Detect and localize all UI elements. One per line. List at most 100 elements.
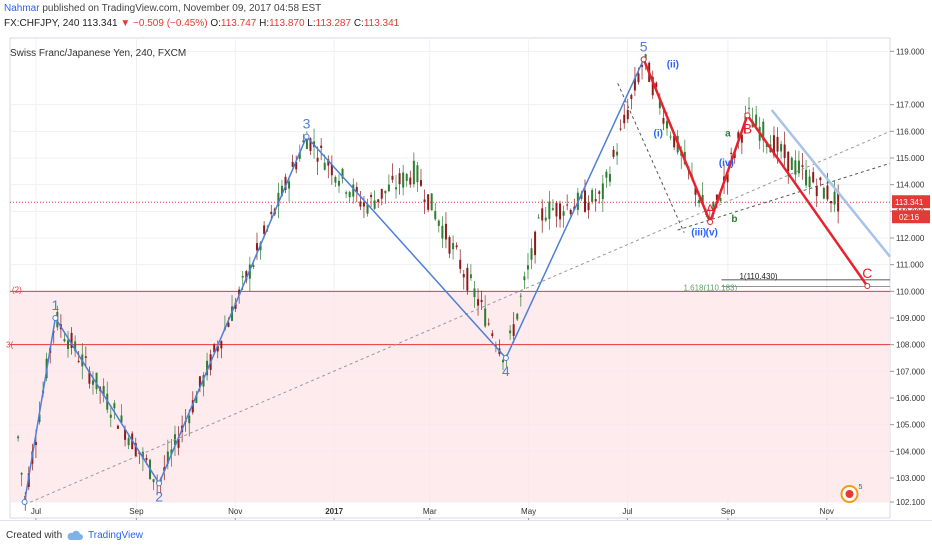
x-tick-label: Jul — [622, 507, 632, 516]
y-tick-label: 109.000 — [896, 314, 925, 323]
y-tick-label: 102.100 — [896, 498, 925, 507]
y-tick-label: 115.000 — [896, 154, 925, 163]
candle-body — [402, 172, 405, 188]
candle-body — [206, 360, 209, 376]
candle-body — [427, 194, 430, 210]
primary_wave-point — [156, 480, 163, 487]
wave-label: 1 — [51, 297, 59, 313]
candle-body — [594, 199, 597, 202]
wave-label: B — [743, 120, 752, 136]
candle-body — [34, 441, 37, 446]
header-bar: Nahmar published on TradingView.com, Nov… — [0, 0, 932, 36]
candle-body — [526, 265, 529, 270]
candle-body — [726, 173, 729, 183]
candle-body — [127, 438, 130, 446]
trendline-channel — [677, 162, 891, 231]
candle-body — [562, 211, 565, 216]
candle-body — [651, 76, 654, 96]
candle-body — [141, 451, 144, 459]
candle-body — [77, 360, 80, 362]
candle-body — [362, 202, 365, 207]
candle-body — [477, 299, 480, 306]
candle-body — [320, 145, 323, 148]
candle-body — [323, 162, 326, 170]
candle-body — [583, 190, 586, 212]
candle-body — [616, 151, 619, 156]
zone-label: 3( — [6, 341, 13, 350]
candle-body — [473, 288, 476, 298]
candle-body — [633, 77, 636, 91]
event-badge-count: 5 — [858, 484, 862, 491]
candle-body — [587, 202, 590, 211]
candle-body — [512, 324, 515, 336]
candle-body — [790, 157, 793, 170]
sub-wave-label: a — [725, 129, 731, 140]
close-value: 113.341 — [363, 18, 400, 29]
candle-body — [559, 203, 562, 220]
candle-body — [630, 94, 633, 99]
primary_wave-line — [23, 59, 645, 503]
candle-body — [170, 449, 173, 455]
candle-body — [327, 159, 330, 166]
candle-body — [102, 386, 105, 397]
wave-label: 2 — [155, 488, 163, 504]
y-tick-label: 119.000 — [896, 47, 925, 56]
candle-body — [355, 186, 358, 193]
candle-body — [830, 201, 833, 204]
candle-body — [566, 204, 569, 206]
last-price-text: 113.341 — [895, 198, 924, 207]
candle-body — [412, 160, 415, 185]
candle-body — [501, 360, 504, 363]
candle-body — [801, 165, 804, 167]
candle-body — [444, 223, 447, 240]
candle-body — [91, 380, 94, 385]
y-tick-label: 116.000 — [896, 127, 925, 136]
candle-body — [305, 137, 308, 150]
published-text: published on TradingView.com, November 0… — [42, 3, 322, 14]
candle-body — [797, 160, 800, 174]
candle-body — [241, 276, 244, 278]
candle-body — [359, 201, 362, 207]
candle-body — [837, 190, 840, 212]
candle-body — [405, 174, 408, 181]
candle-body — [658, 100, 661, 109]
candle-body — [783, 144, 786, 158]
corrective_wave-point — [640, 56, 647, 63]
candle-body — [555, 202, 558, 217]
candle-body — [416, 165, 419, 183]
tradingview-link[interactable]: TradingView — [88, 530, 144, 541]
candle-body — [373, 200, 376, 209]
candle-body — [302, 140, 305, 143]
x-tick-label: Jul — [31, 507, 41, 516]
candle-body — [145, 457, 148, 460]
candle-body — [812, 172, 815, 183]
candle-body — [177, 439, 180, 448]
corrective_wave-point — [864, 283, 871, 289]
low-label: L: — [307, 18, 316, 29]
candle-body — [762, 121, 765, 141]
red-zone-fill — [10, 291, 890, 502]
candle-body — [384, 190, 387, 194]
candle-body — [387, 184, 390, 192]
candle-body — [484, 308, 487, 327]
candle-body — [380, 188, 383, 199]
candle-body — [341, 168, 344, 179]
candle-body — [423, 199, 426, 203]
y-tick-label: 105.000 — [896, 421, 925, 430]
candle-body — [452, 243, 455, 250]
candle-body — [409, 177, 412, 185]
candle-body — [737, 132, 740, 139]
candle-body — [459, 259, 462, 269]
high-value: 113.870 — [269, 18, 305, 29]
candle-body — [430, 193, 433, 211]
fib-label-1618: 1.618(110.183) — [683, 283, 737, 292]
timer-badge — [892, 210, 930, 224]
corrective_wave-point — [744, 112, 751, 119]
author-link[interactable]: Nahmar — [4, 3, 40, 14]
candle-body — [541, 208, 544, 221]
candle-body — [74, 341, 77, 351]
x-tick-label: Nov — [820, 507, 834, 516]
candle-body — [277, 192, 280, 206]
primary_wave-point — [303, 133, 310, 140]
price-chart[interactable]: (2) 3(1(110.430)1.618(110.183) 1 2 3 4 5 A B C (i… — [0, 36, 932, 520]
